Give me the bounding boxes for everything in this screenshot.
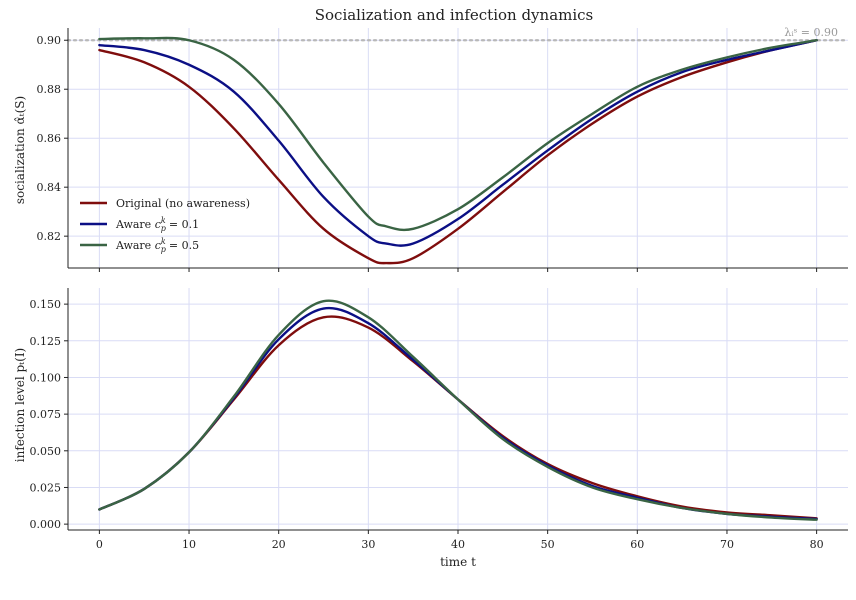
- bottom-ylabel: infection level pₜ(I): [13, 348, 27, 462]
- x-axis-label: time t: [440, 555, 476, 569]
- x-tick-label: 20: [272, 538, 286, 551]
- y-tick-label: 0.075: [30, 408, 62, 421]
- x-tick-label: 80: [810, 538, 824, 551]
- y-tick-label: 0.88: [37, 83, 62, 96]
- series-line-1: [98, 39, 818, 247]
- y-tick-label: 0.82: [37, 230, 62, 243]
- x-tick-label: 70: [720, 538, 734, 551]
- x-tick-label: 60: [630, 538, 644, 551]
- top-ylabel: socialization α̂ₜ(S): [13, 96, 27, 204]
- y-tick-label: 0.025: [30, 481, 62, 494]
- series-line-2: [98, 299, 818, 521]
- y-tick-label: 0.90: [37, 34, 62, 47]
- infection-panel: 0 10 20 30 40 50 60 70 80 0.000 0.025 0.050 0.075 0.1…: [13, 288, 848, 551]
- legend-label-2: Aware ck p = 0.5: [115, 237, 199, 254]
- x-tick-label: 50: [541, 538, 555, 551]
- y-tick-label: 0.86: [37, 132, 62, 145]
- legend-label-1: Aware ck p = 0.1: [115, 216, 199, 233]
- socialization-panel: λᵢˢ = 0.90 0.82 0.84 0.86 0.88 0.90 socializ…: [13, 26, 850, 272]
- y-tick-label: 0.125: [30, 335, 62, 348]
- x-tick-label: 30: [361, 538, 375, 551]
- y-tick-label: 0.150: [30, 298, 62, 311]
- y-tick-label: 0.050: [30, 445, 62, 458]
- reference-line-label: λᵢˢ = 0.90: [784, 26, 838, 39]
- y-tick-label: 0.100: [30, 371, 62, 384]
- legend: Original (no awareness) Aware ck p = 0.1 Awa…: [80, 197, 250, 254]
- x-tick-label: 10: [182, 538, 196, 551]
- x-tick-label: 40: [451, 538, 465, 551]
- y-tick-label: 0.84: [37, 181, 62, 194]
- chart-title: Socialization and infection dynamics: [315, 6, 594, 24]
- series-line-2: [98, 36, 818, 232]
- series-line-0: [98, 39, 818, 265]
- legend-label-0: Original (no awareness): [116, 197, 250, 210]
- y-tick-label: 0.000: [30, 518, 62, 531]
- x-tick-label: 0: [96, 538, 103, 551]
